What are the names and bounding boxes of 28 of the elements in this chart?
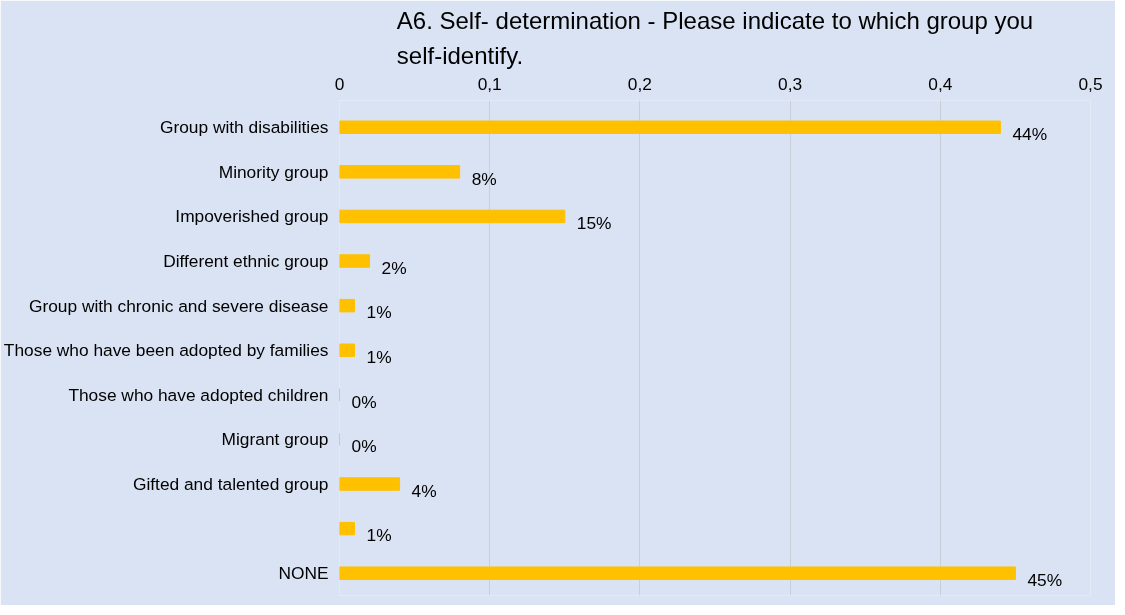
y-tick-label: Those who have adopted children [68,384,329,405]
y-tick-label: Migrant group [221,429,329,450]
data-label: 45% [1027,569,1063,590]
data-label: 1% [366,346,392,367]
y-tick-label: Group with disabilities [159,117,329,138]
y-tick-label: Impoverished group [175,206,329,227]
data-label: 1% [366,525,392,546]
x-tick-label: 0,4 [928,73,953,94]
data-label: 1% [366,302,392,323]
chart-title: A6. Self- determination - Please indicate to which group you self-identify. [396,7,1034,70]
x-tick-label: 0,5 [1078,73,1103,94]
y-tick-label: Gifted and talented group [132,474,329,495]
x-tick-label: 0,3 [778,73,803,94]
x-tick-label: 0,2 [627,73,652,94]
y-tick-label: Group with chronic and severe disease [28,295,329,316]
x-tick-label: 0 [334,73,345,94]
data-label: 44% [1012,123,1048,144]
data-label: 8% [471,168,497,189]
data-label: 0% [351,391,377,412]
data-label: 15% [576,213,612,234]
y-tick-label: Minority group [218,161,329,182]
y-tick-label: Different ethnic group [163,251,329,272]
y-tick-label: Those who have been adopted by families [3,340,329,361]
data-label: 0% [351,436,377,457]
y-tick-label: NONE [278,563,329,584]
data-label: 4% [411,480,437,501]
x-tick-label: 0,1 [477,73,502,94]
data-label: 2% [381,257,407,278]
